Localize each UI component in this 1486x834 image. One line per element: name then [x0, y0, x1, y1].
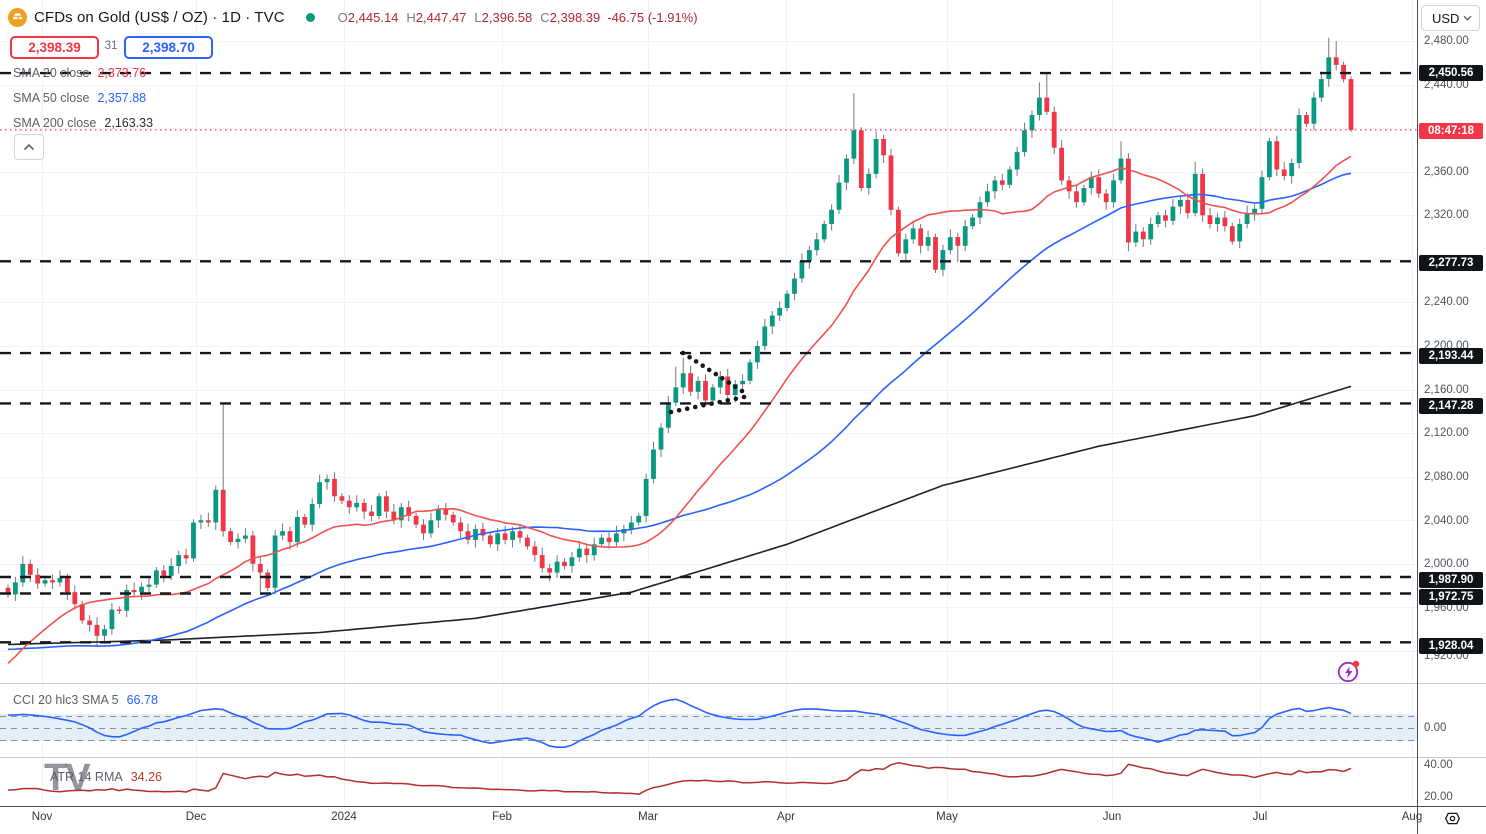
time-scale-label: Mar — [638, 811, 658, 823]
legend-label: SMA 50 close — [13, 91, 90, 105]
time-scale-label: Feb — [492, 811, 512, 823]
currency-value: USD — [1432, 10, 1460, 26]
legend-value: 2,357.88 — [97, 91, 147, 105]
ohlc-values: O2,445.14 H2,447.47 L2,396.58 C2,398.39 — [338, 10, 601, 25]
sell-button[interactable]: 2,398.39 — [10, 36, 99, 59]
price-level-badge: 2,450.56 — [1419, 65, 1483, 81]
legend-row-sma20[interactable]: SMA 20 close 2,373.76 — [13, 66, 146, 82]
atr-label: ATR 14 RMA — [50, 770, 123, 784]
price-level-badge: 2,277.73 — [1419, 255, 1483, 271]
time-scale-label: May — [936, 811, 958, 823]
currency-dropdown[interactable]: USD — [1421, 5, 1480, 31]
atr-value: 34.26 — [130, 770, 162, 784]
time-scale-label: Nov — [31, 811, 53, 823]
ohlc-item: L2,396.58 — [474, 9, 533, 25]
price-scale-label: 2,120.00 — [1424, 427, 1469, 439]
market-status-icon[interactable] — [305, 12, 315, 22]
settings-gear-icon[interactable] — [1443, 809, 1462, 828]
price-level-badge: 1,928.04 — [1419, 638, 1483, 654]
price-scale-label: 2,160.00 — [1424, 384, 1469, 396]
time-scale-label: Apr — [777, 811, 795, 823]
price-scale-label: 2,320.00 — [1424, 209, 1469, 221]
ohlc-item: H2,447.47 — [406, 9, 467, 25]
time-scale-label: Dec — [185, 811, 207, 823]
chevron-down-icon — [1463, 15, 1472, 21]
price-level-badge: 1,987.90 — [1419, 572, 1483, 588]
flash-alert-icon[interactable] — [1336, 658, 1362, 684]
chevron-up-icon — [23, 143, 35, 151]
collapse-legend-button[interactable] — [14, 134, 44, 160]
time-scale-label: Jun — [1102, 811, 1122, 823]
price-level-badge: 1,972.75 — [1419, 589, 1483, 605]
gold-symbol-icon — [8, 7, 27, 27]
price-scale-label: 40.00 — [1424, 759, 1453, 771]
time-scale-label: 2024 — [331, 811, 357, 823]
time-scale-label: Jul — [1252, 811, 1268, 823]
price-scale-label: 2,440.00 — [1424, 79, 1469, 91]
legend-label: SMA 200 close — [13, 116, 97, 130]
price-level-badge: 2,147.28 — [1419, 398, 1483, 414]
tradingview-watermark: TV — [44, 757, 91, 799]
cci-label: CCI 20 hlc3 SMA 5 — [13, 693, 119, 707]
change-value: -46.75 (-1.91%) — [607, 9, 698, 25]
price-scale-label: 2,080.00 — [1424, 471, 1469, 483]
legend-value: 2,163.33 — [104, 116, 154, 130]
ohlc-item: C2,398.39 — [540, 9, 601, 25]
price-scale-label: 2,480.00 — [1424, 35, 1469, 47]
price-level-badge: 2,193.44 — [1419, 348, 1483, 364]
bar-close-countdown-badge: 08:47:18 — [1419, 123, 1483, 139]
symbol-header: CFDs on Gold (US$ / OZ) · 1D · TVC O2,44… — [8, 7, 698, 27]
price-scale-label: 2,000.00 — [1424, 558, 1469, 570]
price-scale-label: 2,240.00 — [1424, 296, 1469, 308]
time-scale-label: Aug — [1401, 811, 1423, 823]
legend-value: 2,373.76 — [97, 66, 147, 80]
buy-button[interactable]: 2,398.70 — [124, 36, 213, 59]
price-scale-label: 2,360.00 — [1424, 166, 1469, 178]
legend-row-sma200[interactable]: SMA 200 close 2,163.33 — [13, 116, 153, 132]
atr-indicator-legend[interactable]: ATR 14 RMA 34.26 — [50, 770, 162, 784]
spread-label: 31 — [104, 40, 118, 52]
legend-row-sma50[interactable]: SMA 50 close 2,357.88 — [13, 91, 146, 107]
ohlc-item: O2,445.14 — [337, 9, 399, 25]
cci-indicator-legend[interactable]: CCI 20 hlc3 SMA 5 66.78 — [13, 693, 158, 707]
price-scale-label: 20.00 — [1424, 791, 1453, 803]
price-scale-label: 2,040.00 — [1424, 515, 1469, 527]
cci-value: 66.78 — [126, 693, 158, 707]
symbol-title[interactable]: CFDs on Gold (US$ / OZ) · 1D · TVC — [34, 8, 285, 26]
legend-label: SMA 20 close — [13, 66, 90, 80]
price-scale-label: 1,960.00 — [1424, 602, 1469, 614]
price-scale-label: 0.00 — [1424, 722, 1447, 734]
